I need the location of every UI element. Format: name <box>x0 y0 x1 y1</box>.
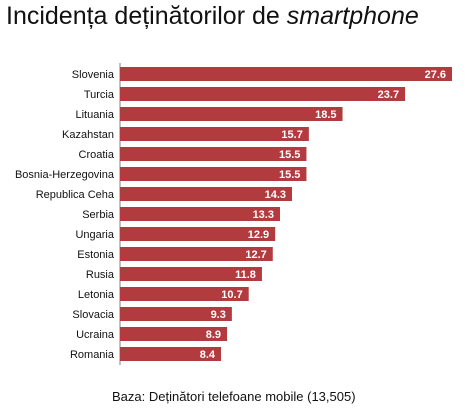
bar <box>120 107 343 121</box>
bar <box>120 327 228 341</box>
data-label: 8.9 <box>206 329 221 341</box>
bar <box>120 187 293 201</box>
data-label: 23.7 <box>378 89 399 101</box>
category-label: Ungaria <box>75 229 114 241</box>
category-label: Bosnia-Herzegovina <box>15 169 115 181</box>
bar <box>120 67 452 81</box>
data-label: 15.7 <box>281 129 302 141</box>
data-label: 14.3 <box>265 189 286 201</box>
data-label: 15.5 <box>279 149 300 161</box>
chart-title-main: Incidența deținătorilor de <box>6 2 287 30</box>
category-label: Estonia <box>77 249 115 261</box>
bar <box>120 267 262 281</box>
category-label: Rusia <box>86 269 115 281</box>
data-label: 10.7 <box>221 289 242 301</box>
data-label: 11.8 <box>235 269 256 281</box>
bar <box>120 347 222 361</box>
data-label: 12.9 <box>248 229 269 241</box>
category-label: Romania <box>70 349 115 361</box>
category-label: Slovacia <box>72 309 114 321</box>
bar <box>120 147 307 161</box>
category-label: Republica Ceha <box>36 189 115 201</box>
category-label: Turcia <box>84 89 115 101</box>
bar <box>120 127 309 141</box>
data-label: 18.5 <box>315 109 336 121</box>
category-label: Ucraina <box>76 329 115 341</box>
category-label: Letonia <box>78 289 115 301</box>
category-label: Kazahstan <box>62 129 114 141</box>
data-label: 8.4 <box>200 349 216 361</box>
chart-title-italic: smartphone <box>286 2 419 30</box>
chart-title: Incidența deținătorilor de smartphone <box>6 2 468 31</box>
data-label: 27.6 <box>425 69 446 81</box>
data-label: 13.3 <box>253 209 274 221</box>
bar <box>120 207 280 221</box>
bar <box>120 167 307 181</box>
bar <box>120 287 249 301</box>
data-label: 15.5 <box>279 169 300 181</box>
bar <box>120 247 273 261</box>
category-label: Serbia <box>82 209 115 221</box>
category-label: Lituania <box>75 109 114 121</box>
data-label: 9.3 <box>211 309 226 321</box>
chart-footnote: Baza: Deținători telefoane mobile (13,50… <box>112 389 356 404</box>
category-label: Croatia <box>79 149 115 161</box>
bar <box>120 227 276 241</box>
bar <box>120 87 406 101</box>
bar <box>120 307 232 321</box>
data-label: 12.7 <box>245 249 266 261</box>
category-label: Slovenia <box>72 69 115 81</box>
